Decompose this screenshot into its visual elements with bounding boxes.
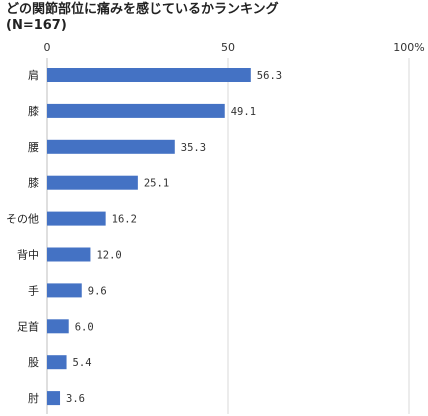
data-label: 3.6 — [66, 393, 85, 405]
bar — [47, 355, 67, 370]
bar — [47, 247, 91, 262]
category-label: 腰 — [28, 141, 39, 154]
category-label: 膝 — [28, 105, 39, 118]
category-label: 足首 — [17, 319, 39, 333]
x-tick-label: 50 — [221, 41, 235, 54]
data-label: 35.3 — [181, 142, 206, 154]
bar — [47, 139, 175, 154]
bar — [47, 391, 61, 406]
data-label: 6.0 — [75, 321, 94, 333]
data-label: 25.1 — [144, 178, 169, 190]
x-tick-label: 100% — [393, 41, 424, 54]
category-label: その他 — [6, 213, 39, 226]
chart-title: どの関節部位に痛みを感じているかランキング (N=167) — [6, 2, 279, 34]
data-label: 49.1 — [231, 106, 256, 118]
bar — [47, 68, 251, 82]
category-label: 背中 — [17, 248, 39, 262]
category-label: 肩 — [28, 68, 39, 82]
bar — [47, 175, 138, 190]
bar — [47, 103, 225, 118]
data-label: 12.0 — [96, 250, 121, 262]
category-label: 手 — [28, 283, 39, 297]
category-label: 膝 — [28, 177, 39, 190]
chart-title-line-2: (N=167) — [6, 18, 67, 33]
bar — [47, 211, 106, 226]
category-label: 肘 — [28, 391, 39, 405]
category-label: 股 — [28, 356, 39, 369]
bar — [47, 283, 82, 298]
data-label: 9.6 — [88, 285, 107, 297]
data-label: 56.3 — [257, 70, 282, 82]
data-label: 16.2 — [112, 214, 137, 226]
chart-title-line-1: どの関節部位に痛みを感じているかランキング — [6, 2, 279, 17]
data-label: 5.4 — [73, 357, 92, 369]
x-tick-label: 0 — [44, 41, 51, 54]
bar — [47, 319, 69, 334]
